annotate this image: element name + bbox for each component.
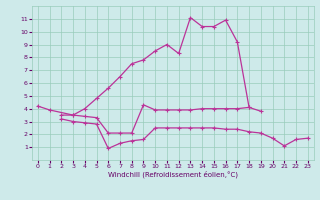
X-axis label: Windchill (Refroidissement éolien,°C): Windchill (Refroidissement éolien,°C) — [108, 171, 238, 178]
